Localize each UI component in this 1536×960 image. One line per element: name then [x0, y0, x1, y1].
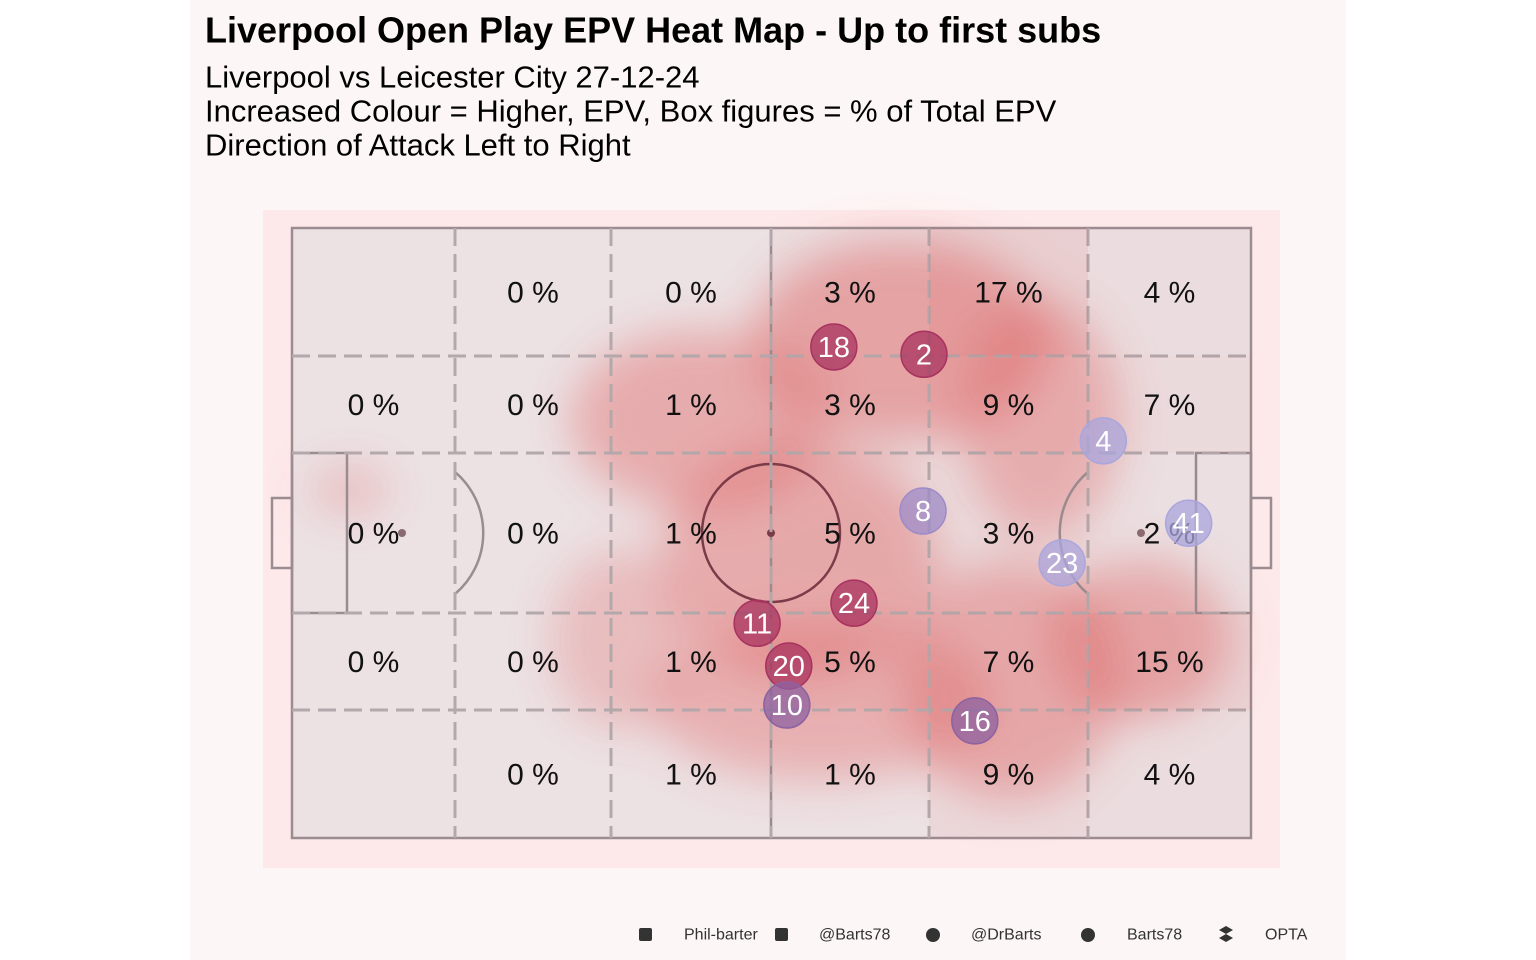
footer: Phil-barter @Barts78 @DrBarts Barts78 OP… [639, 926, 1308, 944]
zone-label: 9 % [983, 759, 1035, 792]
subtitle: Liverpool vs Leicester City 27-12-24 [205, 60, 700, 95]
chart-title: Liverpool Open Play EPV Heat Map - Up to… [205, 10, 1101, 51]
zone-label: 5 % [824, 646, 876, 679]
zone [929, 613, 1088, 710]
zone-label: 0 % [507, 646, 559, 679]
player-label: 8 [915, 496, 931, 528]
zone-label: 0 % [507, 759, 559, 792]
footer-text: OPTA [1265, 927, 1308, 944]
zone-label: 9 % [983, 389, 1035, 422]
zone-label: 0 % [348, 518, 400, 551]
player-label: 16 [959, 706, 991, 738]
icon [775, 928, 788, 941]
zone-label: 3 % [983, 518, 1035, 551]
footer-text: @DrBarts [971, 927, 1041, 944]
player-label: 4 [1095, 426, 1111, 458]
icon [1219, 926, 1233, 942]
player-label: 41 [1173, 508, 1205, 540]
zone-label: 15 % [1135, 646, 1203, 679]
penalty-spot [398, 529, 406, 537]
player-marker [733, 599, 781, 648]
zone-label: 0 % [348, 646, 400, 679]
footer-text: @Barts78 [819, 927, 890, 944]
zone-label: 0 % [507, 389, 559, 422]
player-marker [899, 487, 947, 535]
zone-label: 1 % [665, 518, 717, 551]
zone [1088, 613, 1251, 710]
zone-label: 17 % [974, 277, 1042, 310]
zone-label: 0 % [507, 518, 559, 551]
zone-label: 3 % [824, 277, 876, 310]
zone-label: 4 % [1144, 277, 1196, 310]
icon [639, 928, 652, 941]
icon [1081, 928, 1095, 942]
footer-text: Barts78 [1127, 927, 1182, 944]
player-marker [1038, 539, 1086, 587]
player-marker [763, 681, 811, 729]
player-label: 18 [818, 332, 850, 364]
player-label: 24 [838, 588, 870, 620]
zone [929, 356, 1088, 453]
player-marker [951, 697, 999, 745]
subtitle: Increased Colour = Higher, EPV, Box figu… [205, 94, 1057, 129]
player-marker [830, 579, 878, 627]
subtitle: Direction of Attack Left to Right [205, 128, 631, 163]
zone-label: 0 % [348, 389, 400, 422]
zone-label: 3 % [824, 389, 876, 422]
player-marker [810, 323, 858, 371]
zone-label: 7 % [1144, 389, 1196, 422]
centre-spot [767, 529, 775, 537]
zone-label: 4 % [1144, 759, 1196, 792]
icon [926, 928, 940, 942]
player-label: 2 [916, 339, 932, 371]
zone-label: 5 % [824, 518, 876, 551]
zone-label: 1 % [665, 759, 717, 792]
penalty-spot [1137, 529, 1145, 537]
player-marker [900, 330, 948, 379]
zone-label: 0 % [665, 277, 717, 310]
zone-label: 1 % [665, 389, 717, 422]
footer-text: Phil-barter [684, 927, 758, 944]
zone [929, 228, 1088, 356]
zones: 0 % 0 % 3 % 17 % 4 % 0 % 0 % 1 % 3 % 9 % 7 % 0 % 0 %… [292, 228, 1251, 838]
player-marker [1164, 499, 1213, 547]
zone-label: 1 % [824, 759, 876, 792]
player-label: 10 [771, 690, 803, 722]
zone-label: 1 % [665, 646, 717, 679]
player-marker [1079, 417, 1128, 465]
player-label: 11 [742, 608, 772, 640]
player-label: 20 [773, 651, 805, 683]
zone-label: 7 % [983, 646, 1035, 679]
zone-label: 0 % [507, 277, 559, 310]
player-label: 23 [1046, 548, 1078, 580]
